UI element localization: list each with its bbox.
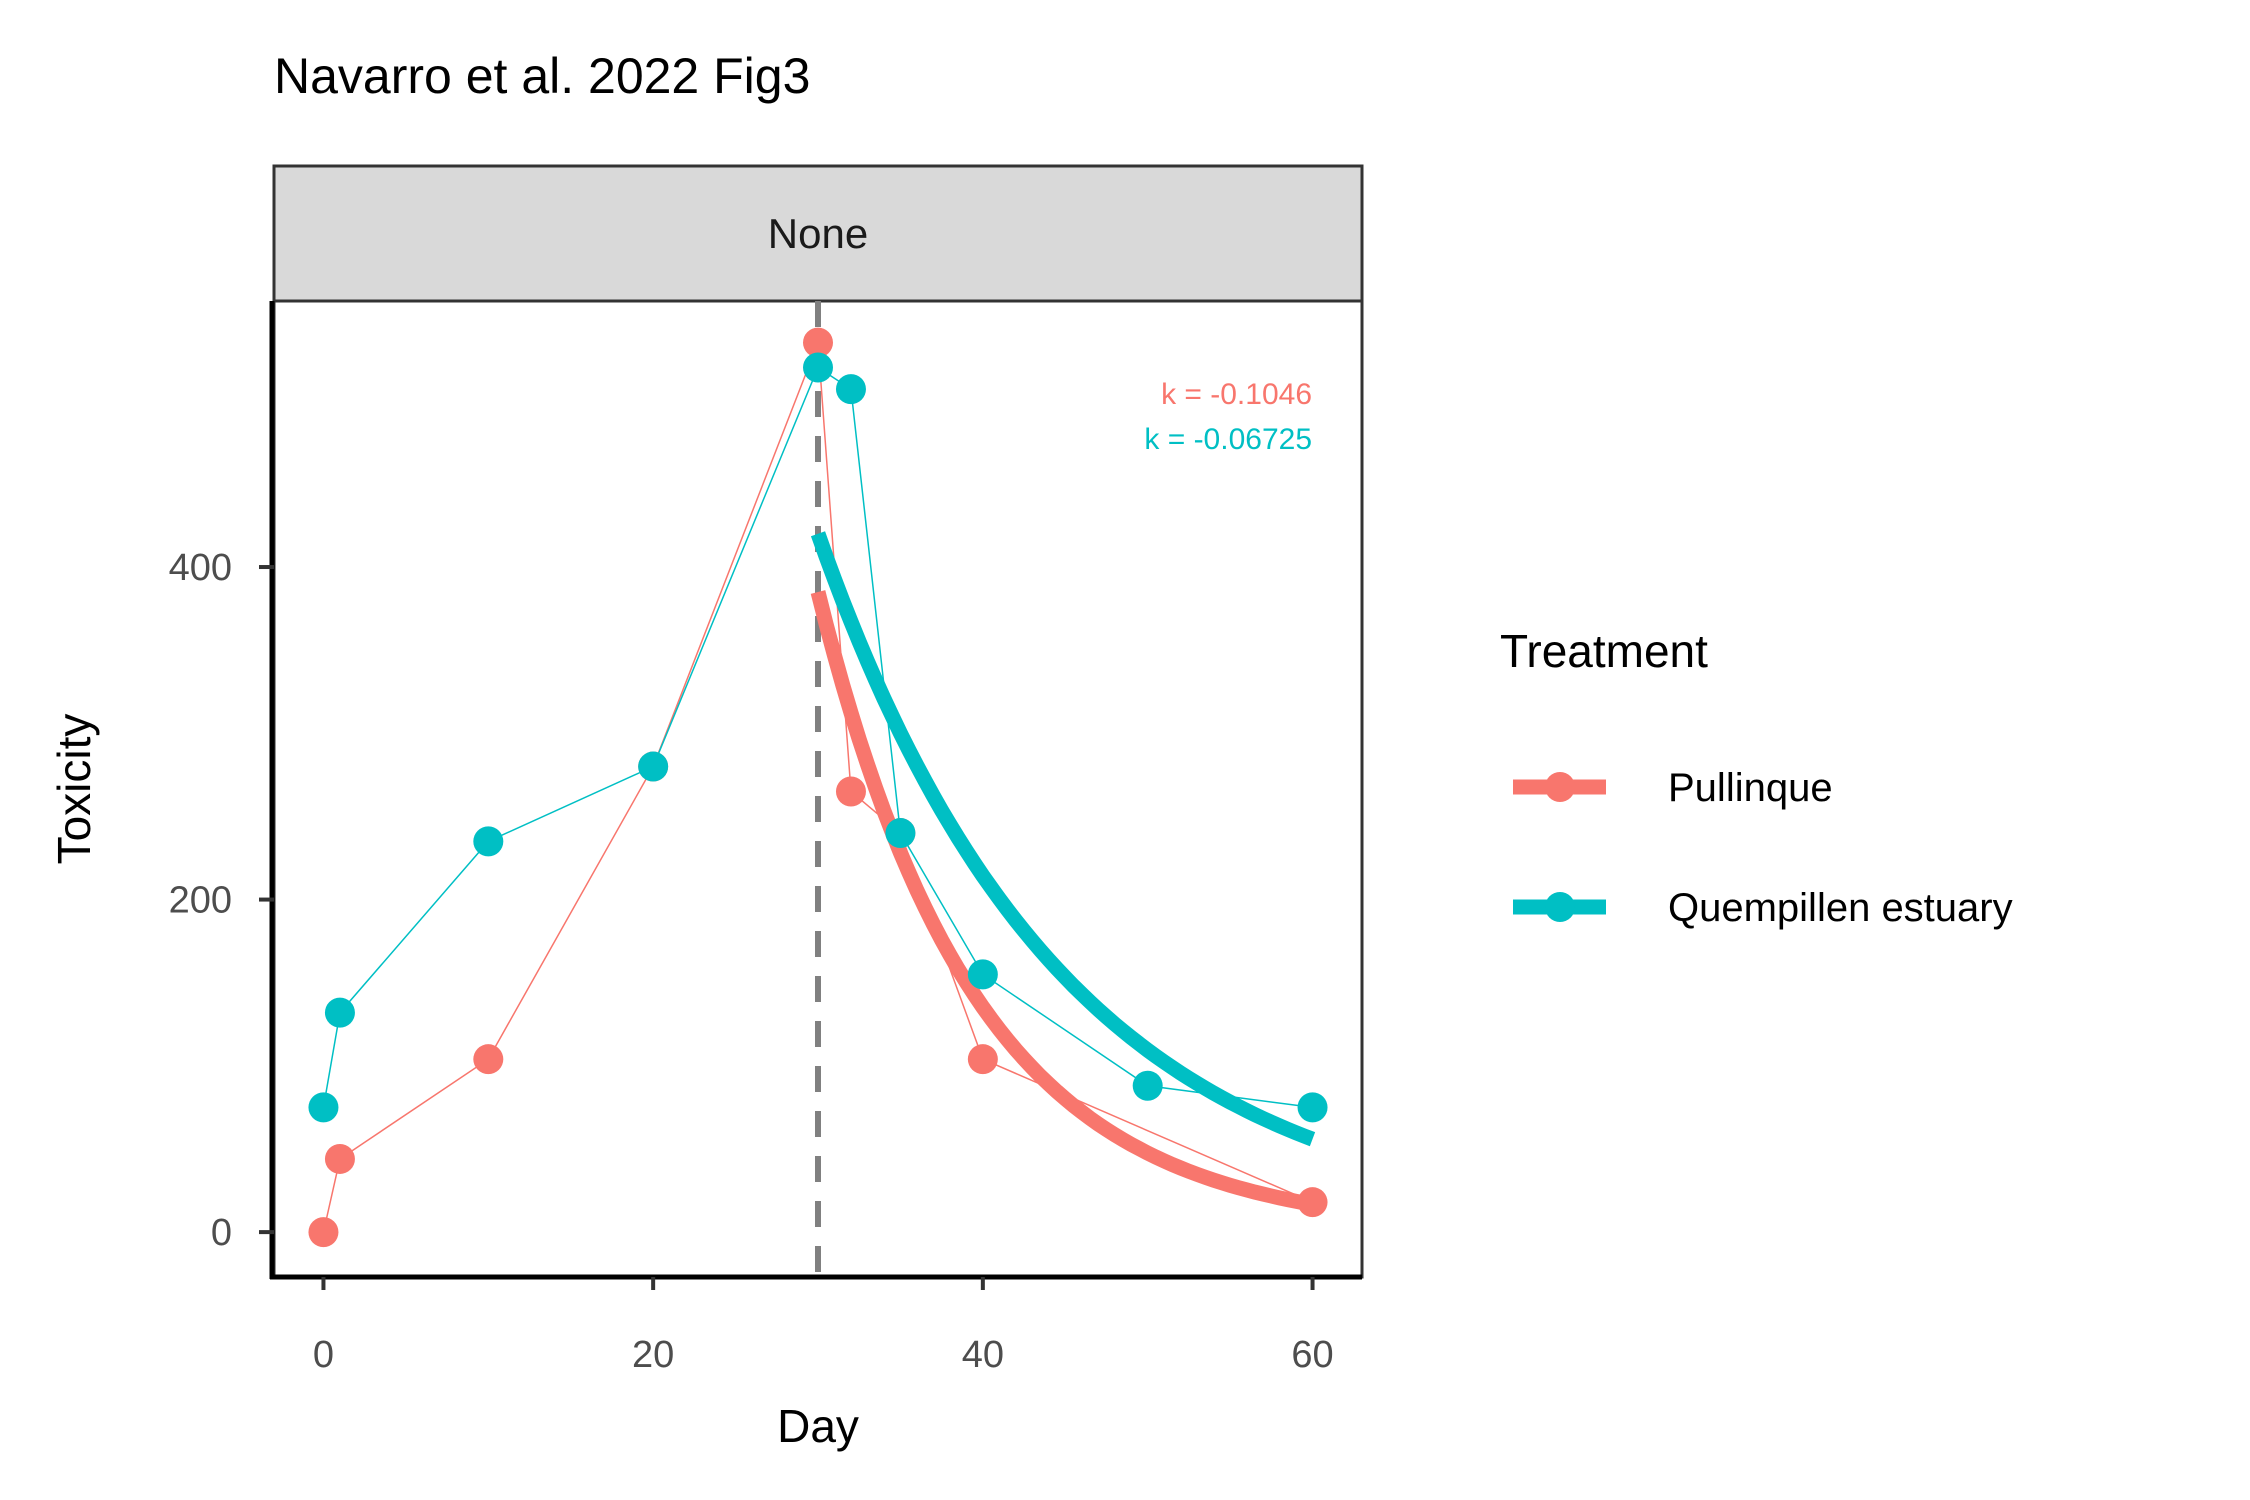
fit-curve-1 xyxy=(810,531,1316,1147)
facet-strip xyxy=(272,164,1364,303)
facet-strip-label: None xyxy=(768,210,868,257)
data-point-0-2 xyxy=(473,1044,504,1075)
data-point-1-5 xyxy=(835,374,866,405)
rate-annotation-0: k = -0.1046 xyxy=(1161,378,1312,411)
y-tick-label-1: 200 xyxy=(169,880,232,922)
legend: Treatment Pullinque Quempillen estuary xyxy=(1500,625,2013,930)
plot-marks: k = -0.1046 k = -0.06725 xyxy=(308,301,1328,1277)
legend-label-0: Pullinque xyxy=(1668,766,1833,810)
x-tick-label-0: 0 xyxy=(313,1334,334,1376)
data-point-1-8 xyxy=(1132,1070,1163,1101)
axis-ticks: 0 20 40 60 0 200 400 xyxy=(169,547,1334,1376)
data-point-1-1 xyxy=(324,997,355,1028)
data-point-1-9 xyxy=(1297,1092,1328,1123)
data-point-1-4 xyxy=(803,352,833,383)
data-point-0-8 xyxy=(1297,1187,1328,1218)
data-point-0-0 xyxy=(308,1217,339,1248)
x-axis-title: Day xyxy=(777,1400,859,1452)
data-point-1-2 xyxy=(473,826,504,857)
legend-key-point-0 xyxy=(1545,772,1575,802)
data-point-0-4 xyxy=(803,327,833,358)
data-point-1-6 xyxy=(885,818,916,849)
x-tick-label-2: 40 xyxy=(962,1334,1004,1376)
data-point-0-7 xyxy=(967,1044,998,1075)
legend-key-point-1 xyxy=(1545,892,1575,922)
y-tick-label-0: 0 xyxy=(211,1212,232,1254)
chart-title: Navarro et al. 2022 Fig3 xyxy=(274,48,810,104)
x-tick-label-1: 20 xyxy=(632,1334,674,1376)
data-point-0-5 xyxy=(835,776,866,807)
x-tick-label-3: 60 xyxy=(1291,1334,1333,1376)
data-point-1-0 xyxy=(308,1092,339,1123)
data-point-1-3 xyxy=(638,751,669,782)
legend-label-1: Quempillen estuary xyxy=(1668,886,2013,930)
series-line-1 xyxy=(322,366,1313,1109)
legend-title: Treatment xyxy=(1500,625,1708,677)
rate-annotation-1: k = -0.06725 xyxy=(1144,423,1312,456)
data-point-1-7 xyxy=(967,959,998,990)
data-point-0-1 xyxy=(324,1143,355,1174)
y-tick-label-2: 400 xyxy=(169,547,232,589)
fit-curve-0 xyxy=(810,590,1314,1212)
y-axis-title: Toxicity xyxy=(48,714,100,865)
